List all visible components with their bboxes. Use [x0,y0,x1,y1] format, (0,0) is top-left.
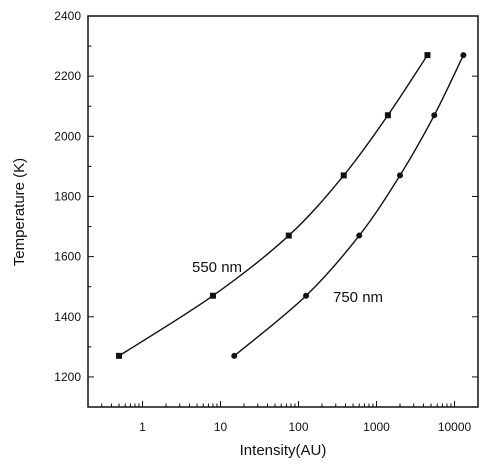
data-point-circle [303,292,310,299]
data-point-circle [356,232,363,239]
y-tick-label: 1200 [54,370,81,384]
series-label-550nm: 550 nm [192,259,242,276]
y-tick-label: 1800 [54,189,81,203]
series-line-1 [233,54,465,357]
y-axis-title: Temperature (K) [11,158,28,266]
y-axis-ticks: 1200 1400 1600 1800 2000 2200 2400 [54,9,478,384]
data-point-circle [431,112,438,119]
x-axis-title: Intensity(AU) [240,442,327,459]
plot-frame [87,15,479,408]
data-point-square [285,232,292,239]
data-point-square [116,352,123,359]
series-layer [116,52,467,359]
y-tick-label: 2000 [54,129,81,143]
y-tick-label: 2400 [54,9,81,23]
data-point-square [340,172,347,179]
y-tick-label: 1600 [54,250,81,264]
y-tick-label: 1400 [54,310,81,324]
series-label-750nm: 750 nm [333,289,383,306]
data-point-circle [397,172,403,179]
x-tick-label: 100 [289,420,309,434]
data-point-circle [231,352,238,359]
data-point-circle [460,52,467,59]
x-tick-label: 10000 [438,420,472,434]
x-tick-label: 1000 [363,420,390,434]
x-axis-ticks: 1 10 100 1000 10000 [87,401,479,434]
data-point-square [384,112,391,119]
x-tick-label: 10 [214,420,228,434]
data-point-square [209,292,216,299]
y-tick-label: 2200 [54,69,81,83]
x-tick-label: 1 [139,420,146,434]
data-point-square [424,52,431,59]
